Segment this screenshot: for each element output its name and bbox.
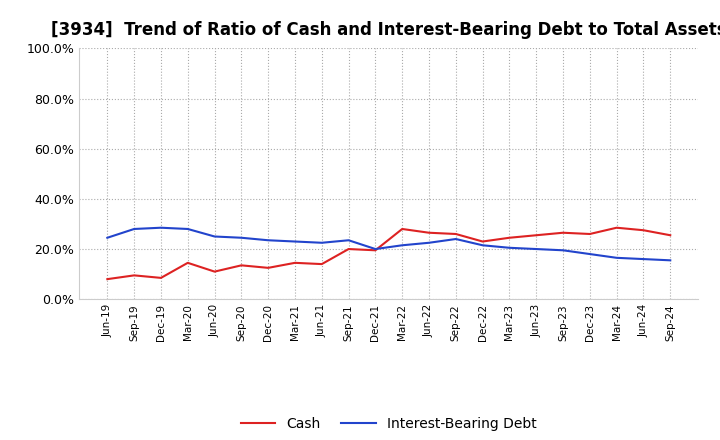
Cash xyxy=(666,233,675,238)
Interest-Bearing Debt xyxy=(398,242,407,248)
Interest-Bearing Debt xyxy=(130,226,138,231)
Cash xyxy=(371,248,379,253)
Interest-Bearing Debt xyxy=(585,251,594,257)
Interest-Bearing Debt xyxy=(666,258,675,263)
Cash xyxy=(264,265,272,271)
Cash xyxy=(184,260,192,265)
Interest-Bearing Debt xyxy=(291,239,300,244)
Legend: Cash, Interest-Bearing Debt: Cash, Interest-Bearing Debt xyxy=(235,411,543,436)
Line: Cash: Cash xyxy=(107,228,670,279)
Interest-Bearing Debt xyxy=(157,225,166,231)
Interest-Bearing Debt xyxy=(425,240,433,246)
Cash xyxy=(157,275,166,281)
Cash xyxy=(103,276,112,282)
Interest-Bearing Debt xyxy=(559,248,567,253)
Cash xyxy=(318,261,326,267)
Interest-Bearing Debt xyxy=(371,246,379,252)
Interest-Bearing Debt xyxy=(639,257,648,262)
Interest-Bearing Debt xyxy=(184,226,192,231)
Cash xyxy=(344,246,353,252)
Cash xyxy=(210,269,219,274)
Interest-Bearing Debt xyxy=(344,238,353,243)
Title: [3934]  Trend of Ratio of Cash and Interest-Bearing Debt to Total Assets: [3934] Trend of Ratio of Cash and Intere… xyxy=(51,21,720,39)
Cash xyxy=(237,263,246,268)
Cash xyxy=(398,226,407,231)
Interest-Bearing Debt xyxy=(532,246,541,252)
Cash xyxy=(639,227,648,233)
Interest-Bearing Debt xyxy=(318,240,326,246)
Cash xyxy=(478,239,487,244)
Cash xyxy=(532,233,541,238)
Cash xyxy=(612,225,621,231)
Cash xyxy=(505,235,514,240)
Interest-Bearing Debt xyxy=(237,235,246,240)
Interest-Bearing Debt xyxy=(478,242,487,248)
Interest-Bearing Debt xyxy=(451,236,460,242)
Cash xyxy=(291,260,300,265)
Interest-Bearing Debt xyxy=(210,234,219,239)
Cash xyxy=(425,230,433,235)
Cash xyxy=(451,231,460,237)
Interest-Bearing Debt xyxy=(612,255,621,260)
Interest-Bearing Debt xyxy=(505,245,514,250)
Interest-Bearing Debt xyxy=(103,235,112,240)
Cash xyxy=(559,230,567,235)
Cash xyxy=(130,273,138,278)
Cash xyxy=(585,231,594,237)
Line: Interest-Bearing Debt: Interest-Bearing Debt xyxy=(107,228,670,260)
Interest-Bearing Debt xyxy=(264,238,272,243)
